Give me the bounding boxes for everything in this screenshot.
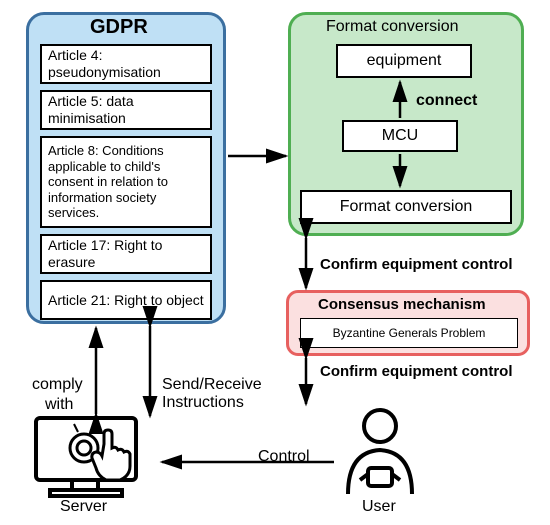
confirm-label-1: Confirm equipment control [320, 256, 513, 273]
equipment-box: equipment [336, 44, 472, 78]
gdpr-item-2: Article 8: Conditions applicable to chil… [40, 136, 212, 228]
server-label: Server [60, 498, 107, 516]
gdpr-item-text: Article 5: data minimisation [48, 93, 204, 127]
connect-label: connect [416, 92, 477, 110]
gdpr-item-4: Article 21: Right to object [40, 280, 212, 320]
gdpr-item-text: Article 8: Conditions applicable to chil… [48, 143, 204, 221]
control-label: Control [258, 448, 310, 466]
gdpr-item-text: Article 21: Right to object [48, 292, 204, 309]
gdpr-item-text: Article 17: Right to erasure [48, 237, 204, 271]
gdpr-item-1: Article 5: data minimisation [40, 90, 212, 130]
consensus-title: Consensus mechanism [318, 296, 486, 313]
gdpr-item-3: Article 17: Right to erasure [40, 234, 212, 274]
gdpr-title: GDPR [90, 16, 148, 39]
user-label: User [362, 498, 396, 516]
format-top-label: Format conversion [326, 18, 459, 36]
consensus-sub-text: Byzantine Generals Problem [333, 326, 486, 340]
equipment-text: equipment [367, 52, 442, 70]
format-bottom-box: Format conversion [300, 190, 512, 224]
format-bottom-text: Format conversion [340, 198, 473, 216]
comply2: with [45, 396, 73, 414]
gdpr-item-0: Article 4: pseudonymisation [40, 44, 212, 84]
server-icon [30, 414, 160, 504]
confirm-label-2: Confirm equipment control [320, 364, 514, 381]
user-icon [330, 402, 430, 502]
gdpr-item-text: Article 4: pseudonymisation [48, 47, 204, 81]
sendrecv-label: Send/Receive Instructions [162, 376, 282, 411]
mcu-text: MCU [382, 127, 418, 145]
comply1: comply [32, 376, 83, 394]
consensus-sub-box: Byzantine Generals Problem [300, 318, 518, 348]
mcu-box: MCU [342, 120, 458, 152]
